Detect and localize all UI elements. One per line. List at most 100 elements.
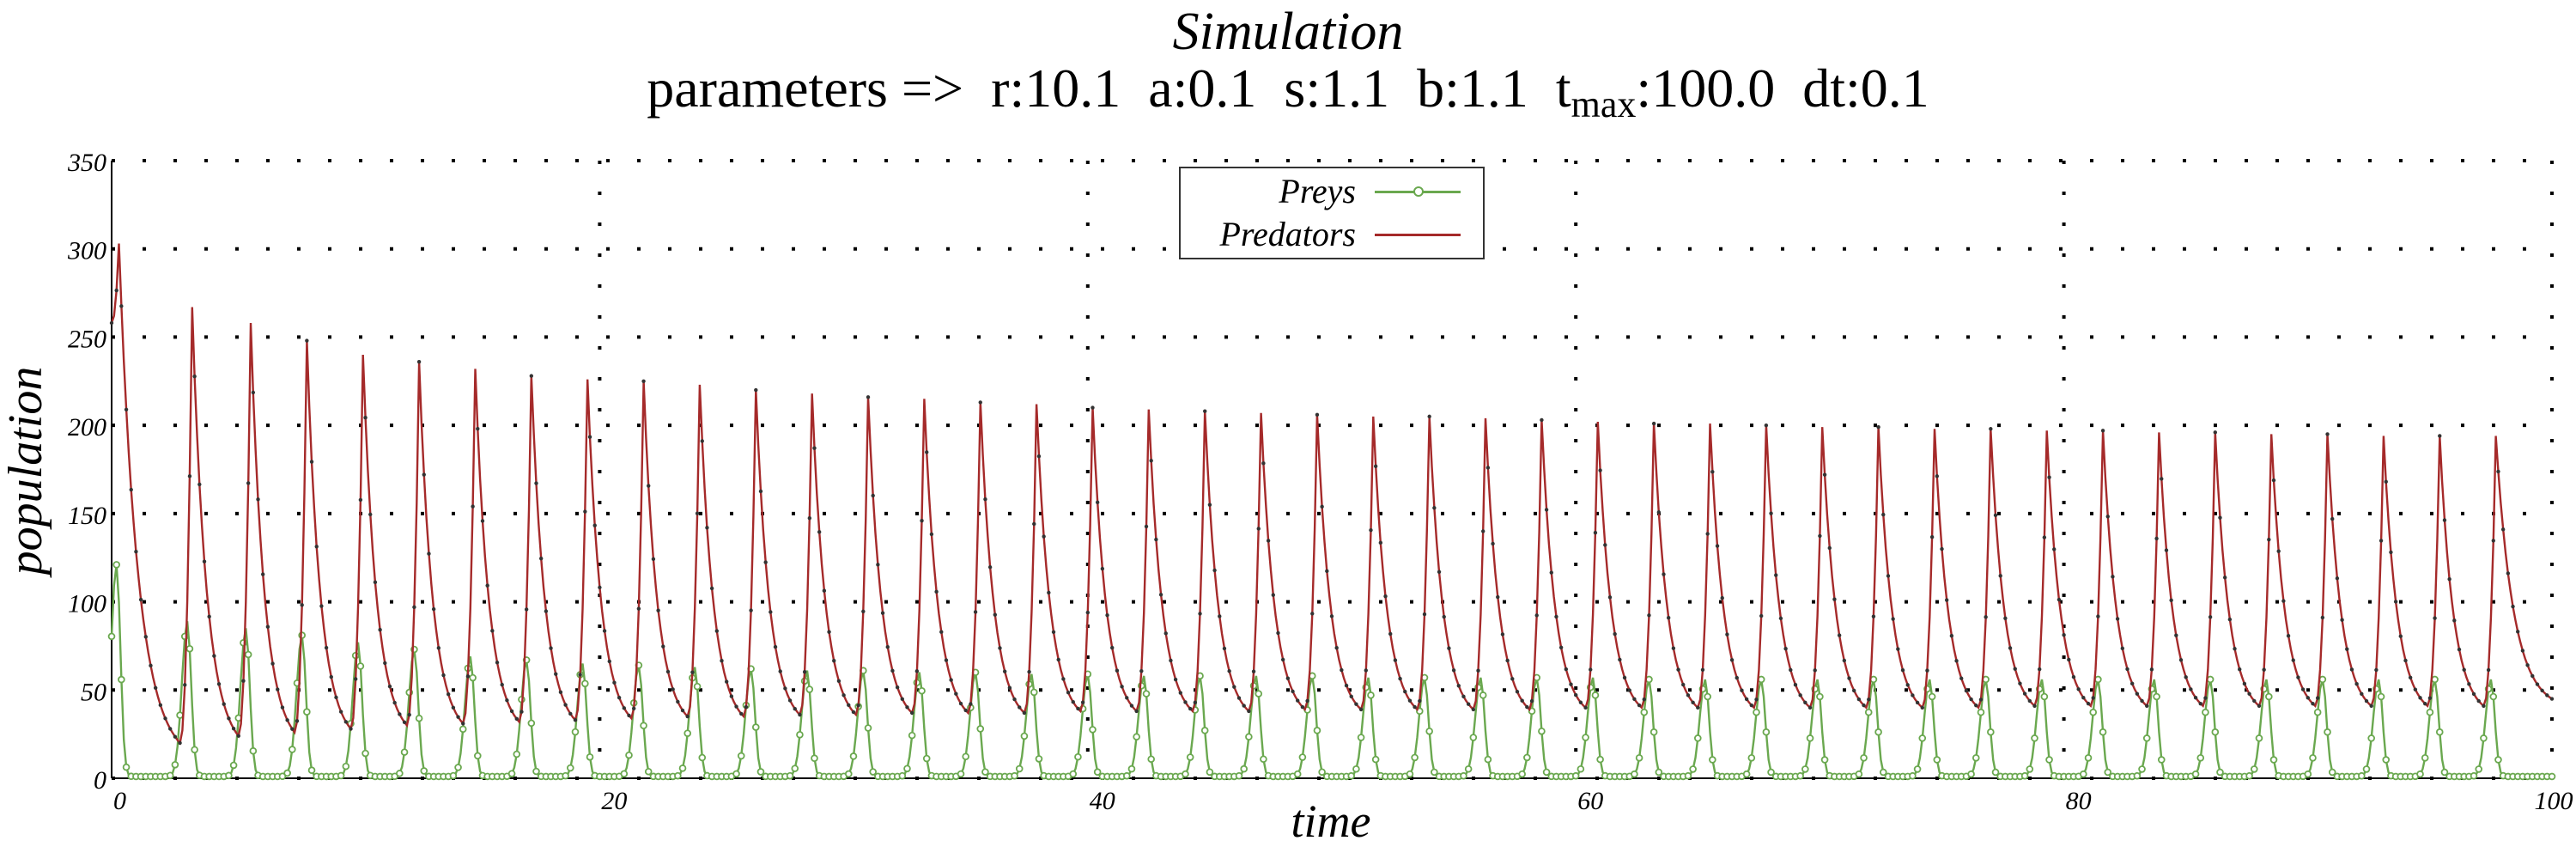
point-predators [1218, 614, 1222, 618]
point-preys [2362, 765, 2371, 773]
point-preys [420, 767, 428, 775]
point-predators [1291, 689, 1295, 694]
point-preys [2031, 734, 2038, 742]
point-predators [1032, 521, 1036, 527]
point-preys [811, 754, 818, 762]
point-predators [993, 612, 998, 617]
point-predators [905, 705, 909, 710]
point-preys [2309, 754, 2317, 762]
point-predators [895, 685, 900, 690]
x-tick-label: 100 [2535, 787, 2573, 815]
point-predators [324, 645, 329, 650]
point-predators [461, 722, 465, 726]
point-predators [851, 710, 856, 715]
point-predators [1120, 685, 1124, 689]
point-predators [1959, 676, 1964, 680]
point-predators [1822, 472, 1827, 477]
point-predators [2345, 647, 2349, 651]
point-preys [908, 731, 916, 740]
point-predators [1193, 700, 1198, 705]
point-predators [1886, 574, 1891, 578]
point-predators [2433, 616, 2437, 620]
point-predators [1476, 668, 1480, 673]
point-predators [2506, 571, 2511, 576]
point-predators [1022, 710, 1027, 716]
point-predators [568, 711, 573, 716]
point-predators [914, 669, 920, 673]
point-predators [1285, 676, 1291, 680]
y-tick-label: 200 [68, 413, 106, 442]
point-predators [2091, 696, 2095, 700]
point-predators [2354, 681, 2359, 686]
point-preys [1069, 770, 1078, 778]
y-tick-label: 50 [81, 678, 106, 706]
point-predators [1774, 573, 1778, 577]
point-predators [2296, 675, 2300, 679]
point-preys [2202, 708, 2209, 716]
point-predators [1051, 630, 1056, 634]
point-predators [2438, 434, 2442, 438]
point-predators [1471, 707, 1476, 712]
point-predators [1954, 659, 1959, 663]
point-predators [1842, 658, 1847, 663]
point-predators [1080, 700, 1085, 704]
point-preys [2382, 756, 2391, 764]
point-preys [1855, 770, 1863, 778]
point-predators [1251, 669, 1256, 673]
point-predators [270, 661, 275, 666]
point-predators [1115, 668, 1120, 673]
point-predators [509, 709, 514, 714]
point-preys [981, 768, 989, 776]
point-preys [562, 771, 569, 780]
point-preys [2440, 768, 2449, 777]
point-predators [2530, 673, 2535, 679]
point-predators [705, 526, 709, 530]
point-preys [1762, 728, 1771, 736]
y-tick-label: 100 [68, 590, 106, 618]
point-predators [2140, 698, 2144, 704]
point-predators [1529, 698, 1534, 704]
point-predators [1256, 527, 1261, 531]
point-predators [1354, 702, 1358, 706]
point-predators [2364, 698, 2369, 704]
point-predators [778, 669, 782, 673]
point-predators [2374, 667, 2379, 673]
point-preys [1240, 765, 1248, 773]
point-preys [756, 768, 765, 776]
x-tick-label: 20 [601, 787, 627, 815]
point-predators [973, 610, 978, 614]
point-preys [507, 770, 516, 777]
point-preys [396, 770, 404, 777]
point-predators [963, 708, 968, 713]
point-predators [763, 560, 768, 564]
point-predators [1862, 703, 1866, 708]
point-preys [2040, 692, 2049, 701]
point-preys [1245, 733, 1253, 741]
point-preys [2250, 765, 2258, 773]
point-predators [787, 698, 793, 703]
point-preys [737, 752, 745, 760]
point-preys [356, 662, 365, 670]
point-predators [2262, 667, 2266, 672]
chart-subtitle: parameters => r:10.1 a:0.1 s:1.1 b:1.1 t… [0, 57, 2576, 126]
point-preys [1293, 770, 1302, 778]
point-predators [129, 487, 133, 492]
point-predators [2442, 518, 2447, 522]
point-preys [2255, 734, 2263, 742]
point-predators [2496, 469, 2500, 474]
point-predators [431, 606, 436, 612]
point-preys [1347, 771, 1356, 780]
point-preys [693, 682, 702, 691]
point-predators [158, 703, 163, 708]
point-predators [636, 606, 641, 611]
y-tick-label: 250 [68, 325, 106, 353]
point-predators [920, 518, 924, 523]
point-predators [412, 605, 416, 610]
point-predators [1998, 574, 2002, 578]
point-predators [1944, 598, 1949, 602]
point-preys [1913, 765, 1922, 773]
point-predators [1676, 667, 1680, 672]
point-predators [153, 685, 158, 690]
point-predators [832, 659, 836, 663]
